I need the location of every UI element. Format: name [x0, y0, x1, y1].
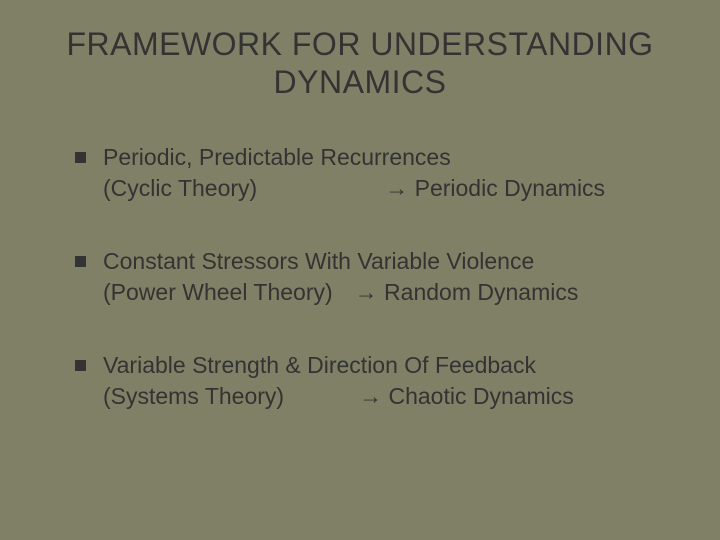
item-theory: (Systems Theory)	[103, 381, 284, 412]
item-line1: Variable Strength & Direction Of Feedbac…	[103, 350, 670, 381]
item-line1: Constant Stressors With Variable Violenc…	[103, 246, 670, 277]
item-result: Chaotic Dynamics	[388, 383, 573, 409]
item-result: Periodic Dynamics	[415, 175, 605, 201]
arrow-icon: →	[359, 383, 382, 409]
item-line1: Periodic, Predictable Recurrences	[103, 142, 670, 173]
item-theory: (Power Wheel Theory)	[103, 277, 333, 308]
arrow-icon: →	[385, 175, 408, 201]
item-result: Random Dynamics	[384, 279, 578, 305]
list-item: Periodic, Predictable Recurrences (Cycli…	[75, 142, 670, 204]
slide-title: FRAMEWORK FOR UNDERSTANDING DYNAMICS	[50, 25, 670, 102]
bullet-list: Periodic, Predictable Recurrences (Cycli…	[50, 142, 670, 412]
arrow-icon: →	[355, 279, 378, 305]
list-item: Variable Strength & Direction Of Feedbac…	[75, 350, 670, 412]
item-theory: (Cyclic Theory)	[103, 173, 257, 204]
list-item: Constant Stressors With Variable Violenc…	[75, 246, 670, 308]
